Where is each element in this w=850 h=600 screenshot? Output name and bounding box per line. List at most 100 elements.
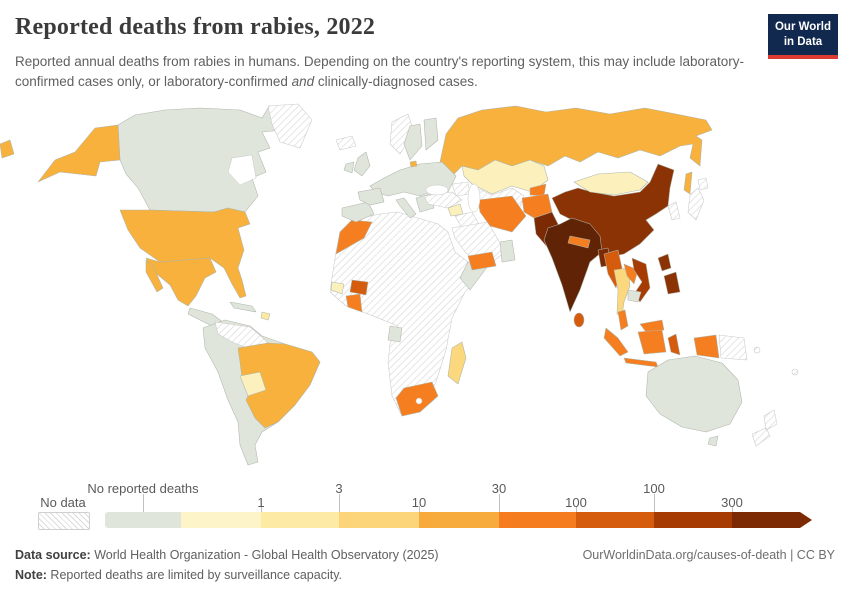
lesotho-enclave bbox=[415, 397, 423, 405]
country-mexico-baja[interactable] bbox=[145, 259, 164, 293]
legend-tick-label: 10 bbox=[411, 495, 427, 510]
data-source-line: Data source: World Health Organization -… bbox=[15, 548, 439, 562]
country-indonesia-sulawesi[interactable] bbox=[667, 333, 681, 356]
country-japan[interactable] bbox=[687, 177, 709, 221]
legend-tick-label: 300 bbox=[721, 495, 743, 510]
country-new-zealand[interactable] bbox=[751, 409, 778, 447]
region-koreas[interactable] bbox=[667, 201, 681, 221]
legend-bin-2[interactable] bbox=[261, 512, 339, 528]
legend-tick bbox=[143, 494, 144, 512]
owid-logo[interactable]: Our World in Data bbox=[768, 14, 838, 59]
country-oman[interactable] bbox=[499, 239, 516, 263]
legend-tick-label: 30 bbox=[491, 481, 507, 496]
legend-tick bbox=[261, 506, 262, 512]
country-bolivia[interactable] bbox=[239, 371, 267, 397]
country-canada[interactable] bbox=[117, 107, 289, 213]
country-cambodia[interactable] bbox=[627, 289, 642, 303]
legend-tick bbox=[419, 506, 420, 512]
data-source-label: Data source: bbox=[15, 548, 91, 562]
country-guinea[interactable] bbox=[330, 281, 345, 295]
country-yemen[interactable] bbox=[467, 251, 497, 271]
hudson-bay bbox=[227, 154, 257, 186]
country-india[interactable] bbox=[543, 217, 603, 313]
country-solomon-islands[interactable] bbox=[753, 346, 761, 354]
legend-no-data-swatch[interactable] bbox=[38, 512, 90, 530]
country-tasmania[interactable] bbox=[707, 435, 719, 447]
data-source-text: World Health Organization - Global Healt… bbox=[90, 548, 439, 562]
region-iberia[interactable] bbox=[341, 201, 375, 223]
country-madagascar[interactable] bbox=[447, 341, 467, 385]
country-russia[interactable] bbox=[439, 105, 713, 177]
country-australia[interactable] bbox=[645, 355, 743, 433]
black-sea bbox=[425, 184, 449, 196]
map-legend: No data No reported deaths 1 3 10 30 100 100 30… bbox=[0, 478, 850, 540]
country-gabon[interactable] bbox=[387, 325, 403, 343]
legend-tick-label: 100 bbox=[565, 495, 587, 510]
country-turkey[interactable] bbox=[423, 191, 463, 209]
page-title: Reported deaths from rabies, 2022 bbox=[15, 14, 376, 40]
legend-tick-label: 100 bbox=[643, 481, 665, 496]
legend-bin-7[interactable] bbox=[654, 512, 732, 528]
country-kaliningrad[interactable] bbox=[409, 160, 418, 168]
country-ireland[interactable] bbox=[343, 161, 355, 174]
country-sri-lanka[interactable] bbox=[573, 312, 585, 328]
country-indonesia-sumatra[interactable] bbox=[603, 327, 629, 357]
legend-bin-1[interactable] bbox=[181, 512, 261, 528]
legend-tick-label: 3 bbox=[335, 481, 343, 496]
legend-bin-5[interactable] bbox=[499, 512, 576, 528]
legend-bin-4[interactable] bbox=[419, 512, 499, 528]
country-greenland[interactable] bbox=[267, 103, 313, 149]
country-russia-wrapped-tail[interactable] bbox=[0, 139, 15, 159]
legend-bin-8[interactable] bbox=[732, 512, 800, 528]
country-finland[interactable] bbox=[423, 117, 439, 151]
owid-logo-line2: in Data bbox=[783, 35, 823, 48]
country-nepal[interactable] bbox=[567, 235, 591, 249]
legend-tick bbox=[576, 506, 577, 512]
legend-bin-3[interactable] bbox=[339, 512, 419, 528]
world-choropleth-map bbox=[0, 103, 799, 466]
country-united-kingdom[interactable] bbox=[353, 151, 371, 177]
owid-link[interactable]: OurWorldinData.org/causes-of-death | CC … bbox=[582, 548, 835, 562]
country-italy[interactable] bbox=[395, 197, 417, 219]
country-us-alaska[interactable] bbox=[37, 124, 121, 183]
country-iceland[interactable] bbox=[335, 135, 357, 151]
note-text: Reported deaths are limited by surveilla… bbox=[46, 568, 343, 582]
subtitle-text: Reported annual deaths from rabies in hu… bbox=[15, 54, 744, 89]
country-kazakhstan[interactable] bbox=[461, 159, 549, 195]
country-indonesia-papua[interactable] bbox=[693, 334, 720, 359]
country-philippines[interactable] bbox=[657, 253, 681, 295]
country-malaysia-borneo[interactable] bbox=[639, 319, 665, 333]
country-cote-divoire[interactable] bbox=[345, 293, 363, 313]
legend-bin-6[interactable] bbox=[576, 512, 654, 528]
subtitle-italic-word: and bbox=[291, 73, 315, 89]
legend-tick bbox=[339, 494, 340, 512]
note-line: Note: Reported deaths are limited by sur… bbox=[15, 568, 342, 582]
owid-logo-line1: Our World bbox=[774, 21, 831, 33]
legend-bin-0[interactable] bbox=[105, 512, 181, 528]
country-mexico[interactable] bbox=[145, 257, 217, 307]
legend-tick bbox=[499, 494, 500, 512]
caspian-sea bbox=[467, 183, 481, 213]
legend-tick-label: No reported deaths bbox=[87, 481, 199, 496]
country-indonesia-java[interactable] bbox=[623, 357, 659, 368]
country-france[interactable] bbox=[357, 187, 385, 206]
subtitle-text-end: clinically-diagnosed cases. bbox=[314, 73, 478, 89]
country-papua-new-guinea[interactable] bbox=[718, 334, 748, 361]
legend-tick bbox=[732, 506, 733, 512]
country-sweden[interactable] bbox=[403, 123, 423, 161]
country-iran[interactable] bbox=[477, 195, 527, 233]
chart-subtitle: Reported annual deaths from rabies in hu… bbox=[15, 52, 745, 91]
country-haiti[interactable] bbox=[260, 311, 271, 321]
country-indonesia-kalimantan[interactable] bbox=[637, 329, 667, 355]
country-russia-sakhalin[interactable] bbox=[683, 171, 693, 195]
country-malaysia-peninsula[interactable] bbox=[617, 309, 629, 331]
legend-tick-label: 1 bbox=[257, 495, 265, 510]
country-mongolia[interactable] bbox=[573, 171, 649, 196]
legend-no-data-label: No data bbox=[40, 495, 86, 510]
legend-arrow-icon bbox=[800, 512, 812, 528]
country-fiji[interactable] bbox=[791, 368, 799, 376]
country-burkina-faso[interactable] bbox=[349, 279, 369, 296]
legend-tick bbox=[654, 494, 655, 512]
country-cuba[interactable] bbox=[229, 301, 257, 313]
